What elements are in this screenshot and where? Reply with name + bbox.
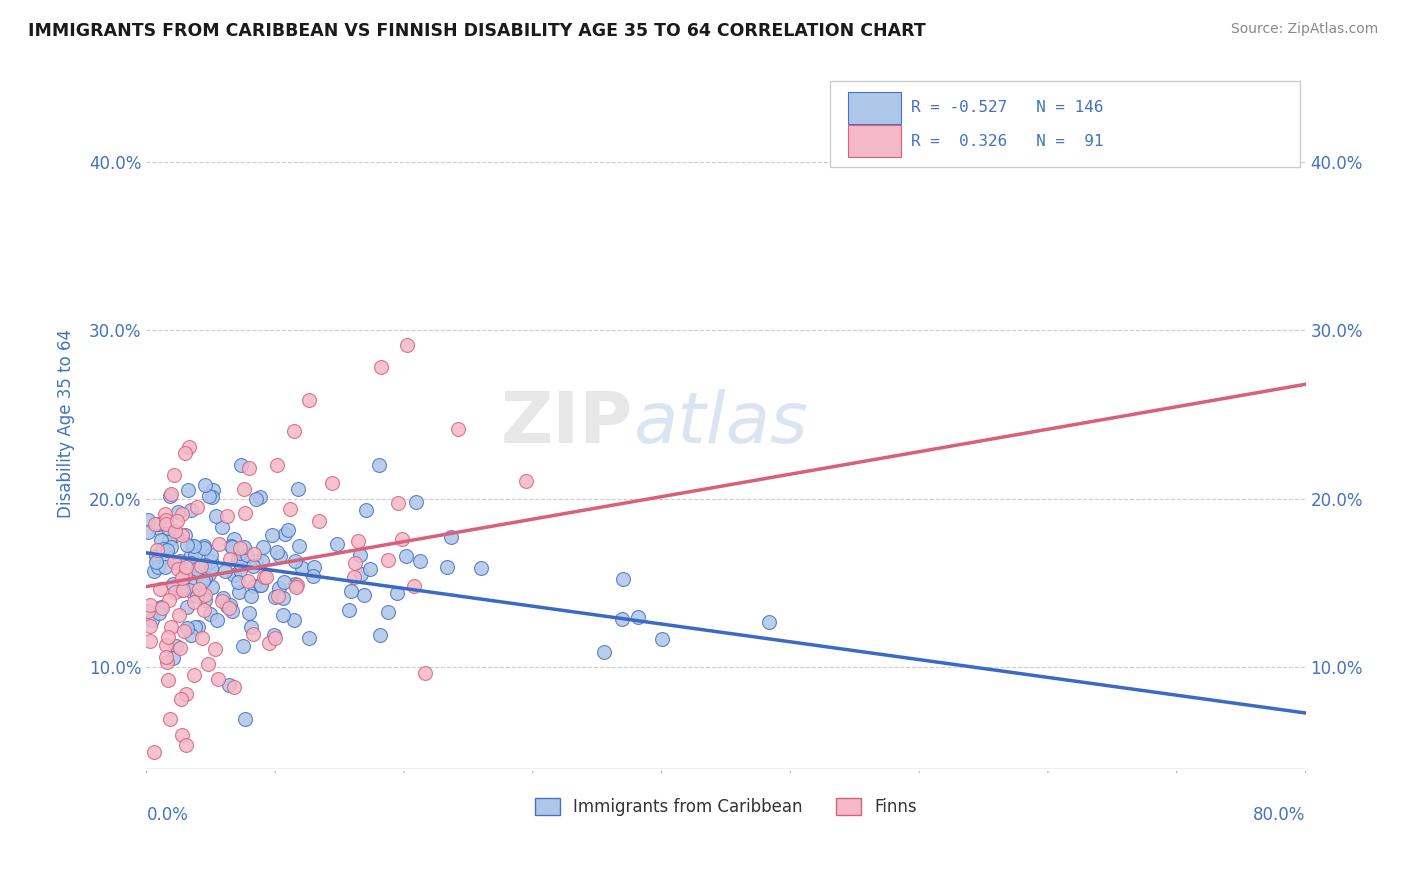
FancyBboxPatch shape (848, 92, 901, 124)
FancyBboxPatch shape (848, 125, 901, 157)
Text: 0.0%: 0.0% (146, 805, 188, 823)
Text: IMMIGRANTS FROM CARIBBEAN VS FINNISH DISABILITY AGE 35 TO 64 CORRELATION CHART: IMMIGRANTS FROM CARIBBEAN VS FINNISH DIS… (28, 22, 927, 40)
Text: atlas: atlas (633, 389, 808, 458)
Text: R = -0.527   N = 146: R = -0.527 N = 146 (911, 101, 1104, 115)
Text: ZIP: ZIP (501, 389, 633, 458)
Text: 80.0%: 80.0% (1253, 805, 1306, 823)
Text: Source: ZipAtlas.com: Source: ZipAtlas.com (1230, 22, 1378, 37)
Y-axis label: Disability Age 35 to 64: Disability Age 35 to 64 (58, 328, 75, 517)
FancyBboxPatch shape (831, 81, 1299, 168)
Text: R =  0.326   N =  91: R = 0.326 N = 91 (911, 134, 1104, 149)
Legend: Immigrants from Caribbean, Finns: Immigrants from Caribbean, Finns (529, 791, 924, 822)
